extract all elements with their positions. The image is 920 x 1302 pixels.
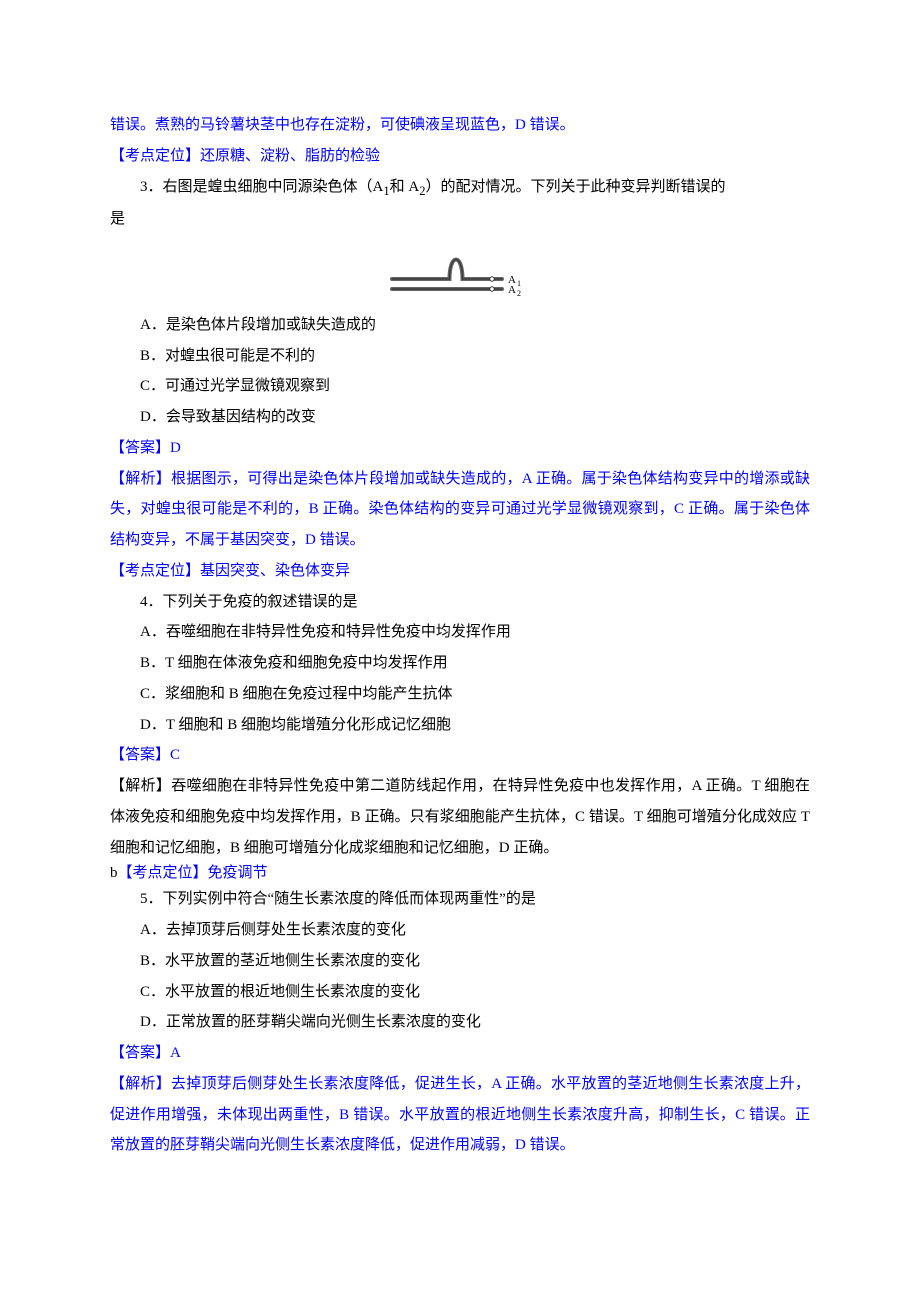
q4-option-a: A．吞噬细胞在非特异性免疫和特异性免疫中均发挥作用 <box>110 617 810 648</box>
q3-chromosome-diagram: A1A2 <box>110 243 810 298</box>
svg-text:A: A <box>508 284 516 296</box>
q3-stem-mid: 和 A <box>390 179 420 195</box>
q4-option-c: C．浆细胞和 B 细胞在免疫过程中均能产生抗体 <box>110 679 810 710</box>
q5-option-c: C．水平放置的根近地侧生长素浓度的变化 <box>110 977 810 1008</box>
q3-stem-a: 3．右图是蝗虫细胞中同源染色体（A <box>140 179 383 195</box>
q4-answer: 【答案】C <box>110 740 810 771</box>
q5-stem: 5．下列实例中符合“随生长素浓度的降低而体现两重性”的是 <box>110 884 810 915</box>
q3-option-b: B．对蝗虫很可能是不利的 <box>110 341 810 372</box>
q3-stem-line1: 3．右图是蝗虫细胞中同源染色体（A1和 A2）的配对情况。下列关于此种变异判断错… <box>110 172 810 205</box>
q3-topic: 【考点定位】基因突变、染色体变异 <box>110 556 810 587</box>
q3-stem-line2: 是 <box>110 204 810 235</box>
q5-option-a: A．去掉顶芽后侧芽处生长素浓度的变化 <box>110 915 810 946</box>
q5-option-d: D．正常放置的胚芽鞘尖端向光侧生长素浓度的变化 <box>110 1007 810 1038</box>
document-page: 错误。煮熟的马铃薯块茎中也存在淀粉，可使碘液呈现蓝色，D 错误。 【考点定位】还… <box>0 0 920 1221</box>
q3-option-d: D．会导致基因结构的改变 <box>110 402 810 433</box>
q5-option-b: B．水平放置的茎近地侧生长素浓度的变化 <box>110 946 810 977</box>
q4-topic-line: b【考点定位】免疫调节 <box>110 863 810 884</box>
q4-option-b: B．T 细胞在体液免疫和细胞免疫中均发挥作用 <box>110 648 810 679</box>
svg-text:2: 2 <box>517 289 521 298</box>
q3-option-a: A．是染色体片段增加或缺失造成的 <box>110 310 810 341</box>
q5-answer: 【答案】A <box>110 1038 810 1069</box>
q4-topic: 【考点定位】免疫调节 <box>118 865 268 881</box>
q4-explanation: 【解析】吞噬细胞在非特异性免疫中第二道防线起作用，在特异性免疫中也发挥作用，A … <box>110 771 810 863</box>
svg-text:1: 1 <box>517 279 521 288</box>
q3-answer: 【答案】D <box>110 433 810 464</box>
q5-explanation: 【解析】去掉顶芽后侧芽处生长素浓度降低，促进生长，A 正确。水平放置的茎近地侧生… <box>110 1069 810 1161</box>
frag-topic: 【考点定位】还原糖、淀粉、脂肪的检验 <box>110 141 810 172</box>
q4-stem: 4．下列关于免疫的叙述错误的是 <box>110 587 810 618</box>
q3-option-c: C．可通过光学显微镜观察到 <box>110 371 810 402</box>
q3-stem-b: ）的配对情况。下列关于此种变异判断错误的 <box>425 179 725 195</box>
frag-line-1: 错误。煮熟的马铃薯块茎中也存在淀粉，可使碘液呈现蓝色，D 错误。 <box>110 110 810 141</box>
q4-topic-prefix: b <box>110 865 118 881</box>
chromosome-pair-icon: A1A2 <box>390 243 530 298</box>
q4-option-d: D．T 细胞和 B 细胞均能增殖分化形成记忆细胞 <box>110 710 810 741</box>
q3-explanation: 【解析】根据图示，可得出是染色体片段增加或缺失造成的，A 正确。属于染色体结构变… <box>110 464 810 556</box>
